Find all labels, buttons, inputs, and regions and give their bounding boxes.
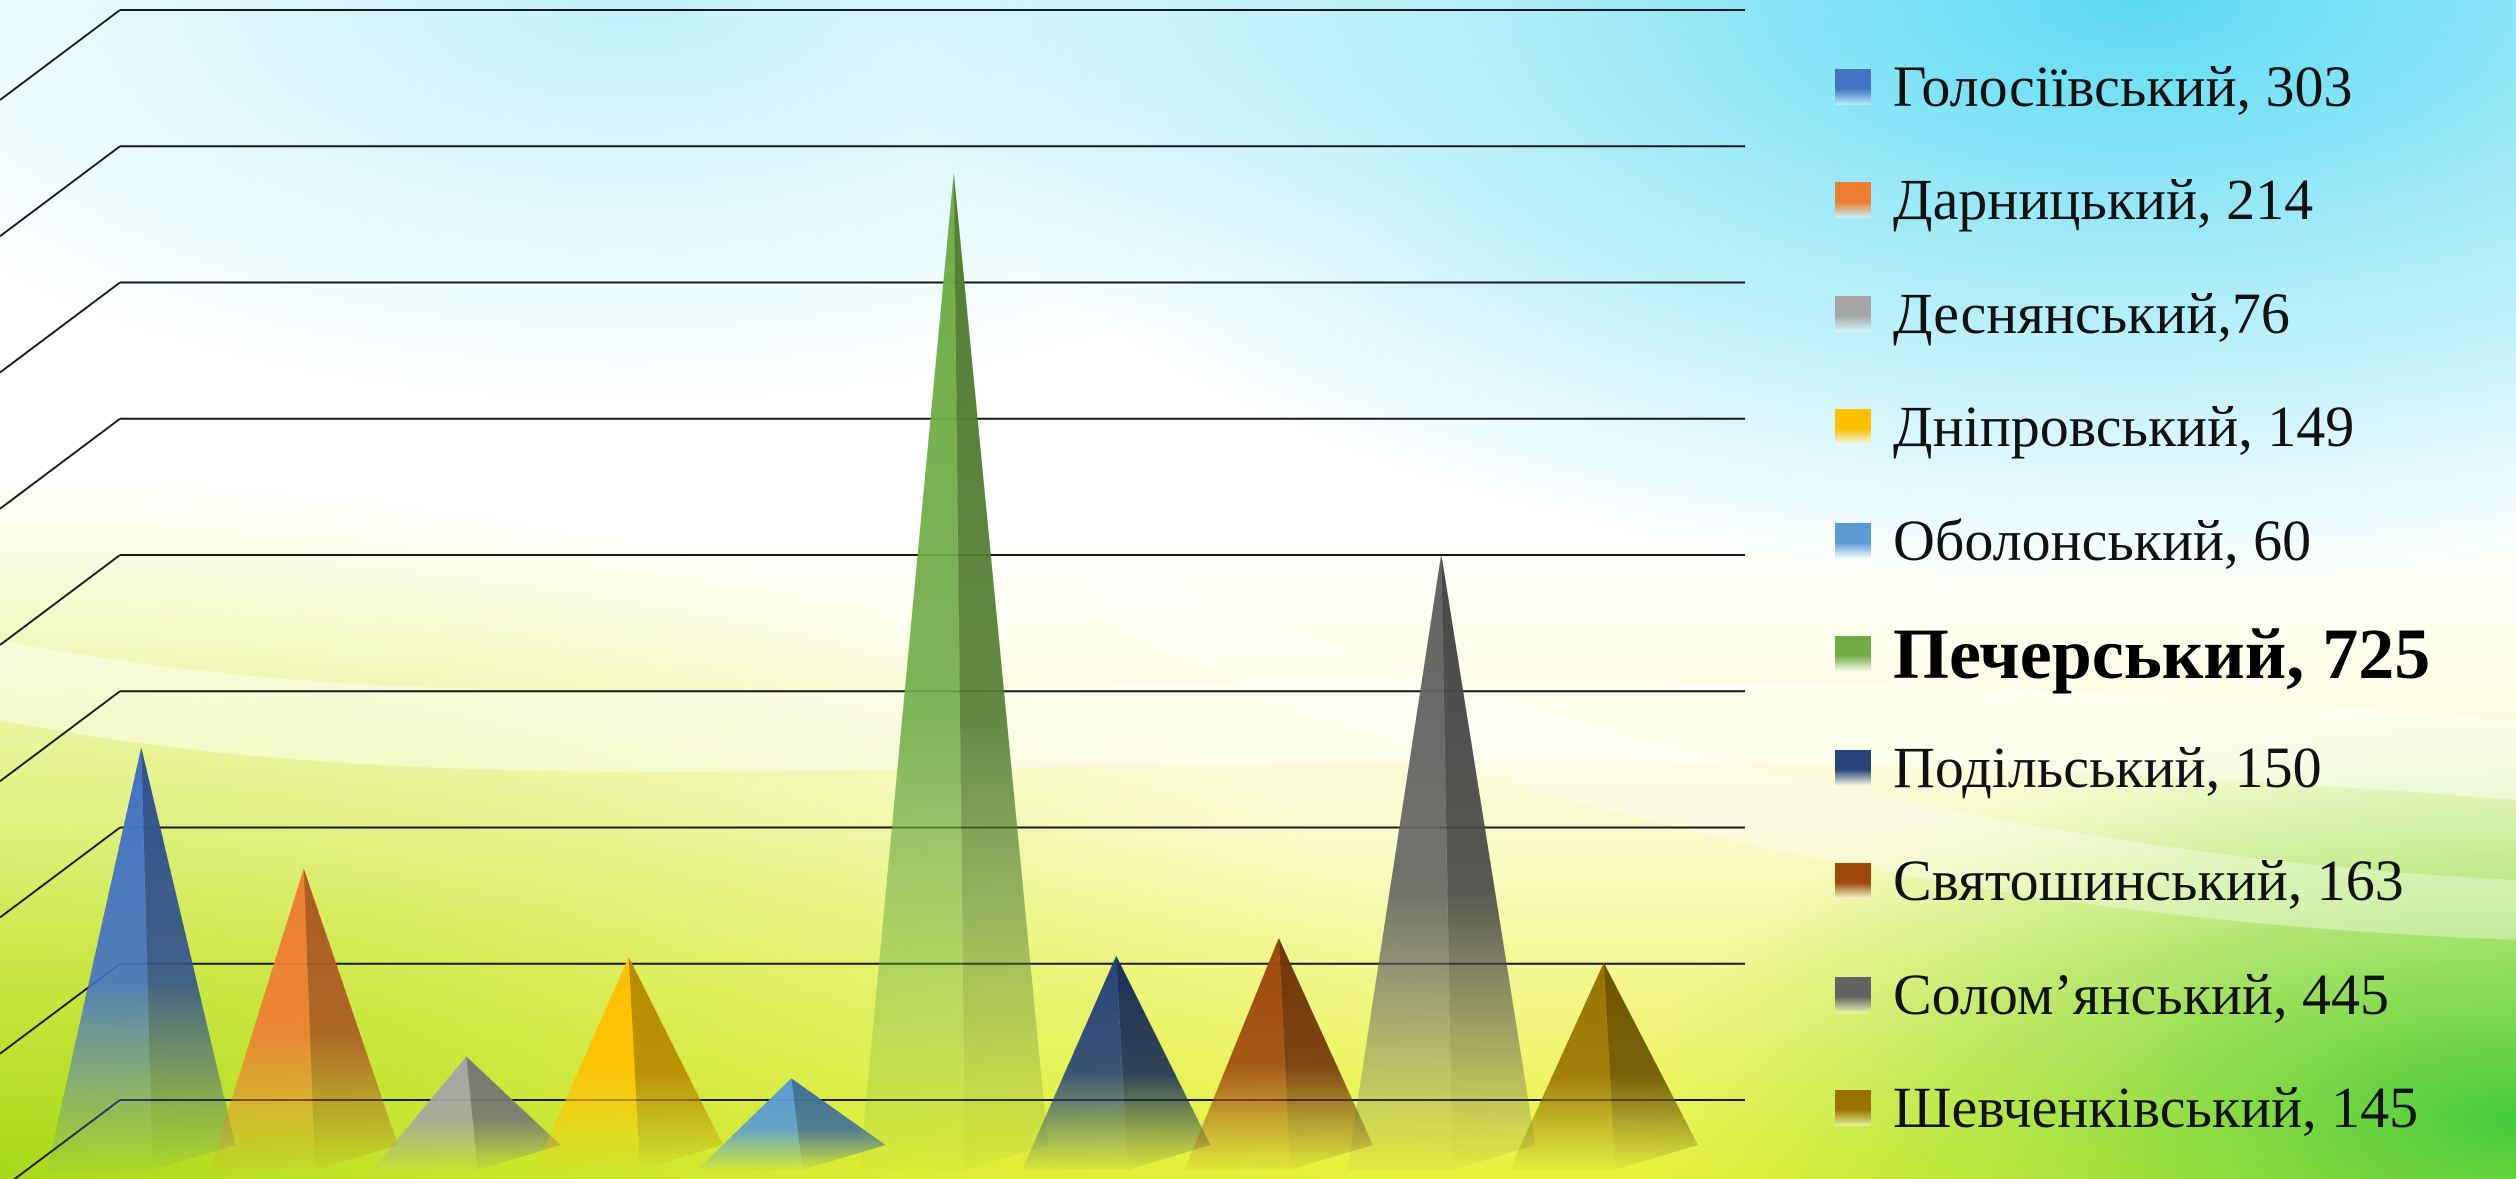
legend-label: Дніпровський, 149 <box>1893 394 2355 460</box>
legend-label: Солом’янський, 445 <box>1893 961 2389 1027</box>
legend-item: Печерський, 725 <box>1835 598 2495 712</box>
pyramid-face-light <box>47 747 153 1170</box>
gridline-depth <box>0 554 121 646</box>
legend-item: Святошинський, 163 <box>1835 825 2495 939</box>
legend-item: Дніпровський, 149 <box>1835 371 2495 485</box>
pyramid-mark <box>697 1078 886 1170</box>
pyramid-face-shadow <box>1441 553 1536 1170</box>
pyramid-face-light <box>1022 955 1128 1170</box>
pyramid-face-light <box>209 868 316 1170</box>
legend-item: Деснянський,76 <box>1835 257 2495 371</box>
pyramid-face-shadow <box>303 868 398 1170</box>
legend-item: Шевченківський, 145 <box>1835 1052 2495 1166</box>
legend-label: Деснянський,76 <box>1893 280 2290 346</box>
pyramid-face-light <box>1184 937 1291 1170</box>
pyramid-face-shadow <box>953 172 1048 1170</box>
pyramid-face-light <box>697 1078 803 1170</box>
pyramid-mark <box>1347 553 1536 1170</box>
pyramid-face-light <box>534 956 641 1170</box>
legend-swatch <box>1835 863 1871 900</box>
legend-label: Голосіївський, 303 <box>1893 53 2353 119</box>
pyramid-face-shadow <box>628 956 723 1170</box>
gridline-depth <box>0 281 121 374</box>
legend-swatch <box>1835 636 1871 673</box>
legend-swatch <box>1835 1090 1871 1127</box>
pyramid-series <box>47 172 1698 1170</box>
legend-swatch <box>1835 749 1871 786</box>
pyramid-mark <box>1509 962 1698 1170</box>
legend-swatch <box>1835 295 1871 332</box>
pyramid-face-light <box>372 1056 478 1170</box>
gridline-depth <box>0 145 121 238</box>
gridline-depth <box>0 417 121 510</box>
pyramid-face-shadow <box>141 747 236 1170</box>
pyramid-face-shadow <box>1603 962 1698 1170</box>
legend-swatch <box>1835 409 1871 446</box>
pyramid-mark <box>47 747 236 1170</box>
pyramid-mark <box>534 956 723 1170</box>
legend-swatch <box>1835 976 1871 1013</box>
pyramid-face-light <box>1347 553 1453 1170</box>
legend-item: Дарницький, 214 <box>1835 144 2495 258</box>
pyramid-mark <box>1022 955 1211 1170</box>
gridline-depth <box>0 690 121 783</box>
pyramid-face-shadow <box>1116 955 1211 1170</box>
chart-plot-area <box>0 9 1745 1179</box>
legend-label: Шевченківський, 145 <box>1893 1075 2419 1141</box>
pyramid-mark <box>859 172 1048 1170</box>
legend-swatch <box>1835 182 1871 219</box>
legend-swatch <box>1835 68 1871 105</box>
legend-item: Голосіївський, 303 <box>1835 30 2495 144</box>
legend-label: Оболонський, 60 <box>1893 507 2312 573</box>
legend-item: Подільський, 150 <box>1835 711 2495 825</box>
gridline-depth <box>0 826 121 919</box>
legend-label: Святошинський, 163 <box>1893 848 2404 914</box>
pyramid-face-shadow <box>466 1056 561 1170</box>
pyramid-mark <box>372 1056 561 1170</box>
pyramid-face-shadow <box>1278 937 1373 1170</box>
legend-label: Подільський, 150 <box>1893 734 2322 800</box>
gridline-depth <box>0 9 121 101</box>
pyramid-mark <box>1184 937 1373 1170</box>
legend-item: Оболонський, 60 <box>1835 484 2495 598</box>
pyramid-face-light <box>859 172 966 1170</box>
legend-item: Солом’янський, 445 <box>1835 938 2495 1052</box>
legend-label: Печерський, 725 <box>1893 614 2431 695</box>
chart-legend: Голосіївський, 303 Дарницький, 214 Деснянс… <box>1835 30 2495 1165</box>
legend-label: Дарницький, 214 <box>1893 167 2314 233</box>
legend-swatch <box>1835 522 1871 559</box>
pyramid-face-light <box>1509 962 1616 1170</box>
pyramid-mark <box>209 868 398 1170</box>
